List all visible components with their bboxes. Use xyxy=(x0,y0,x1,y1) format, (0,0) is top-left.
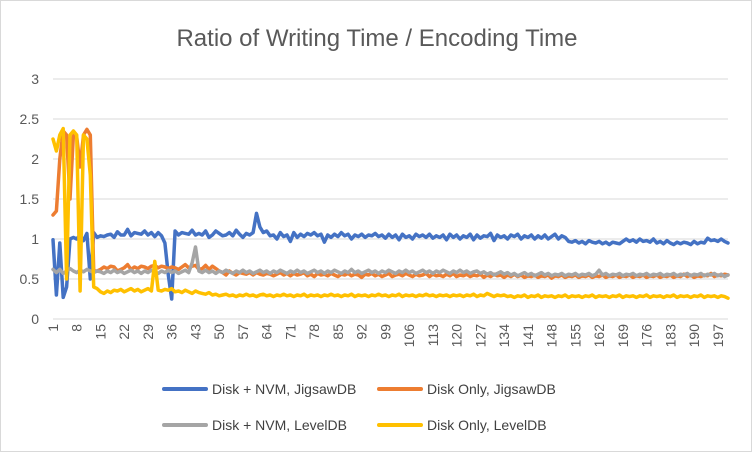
series-line-3 xyxy=(51,126,730,300)
legend-label: Disk Only, LevelDB xyxy=(427,417,547,433)
y-tick-label: 1 xyxy=(31,231,39,247)
x-tick-label: 8 xyxy=(69,324,85,332)
gridlines xyxy=(53,78,728,320)
x-tick-label: 43 xyxy=(187,324,203,340)
x-tick-label: 148 xyxy=(544,324,560,348)
x-tick-label: 183 xyxy=(662,324,678,348)
y-tick-label: 2.5 xyxy=(20,111,40,127)
x-tick-label: 120 xyxy=(449,324,465,348)
legend: Disk + NVM, JigsawDB Disk Only, JigsawDB D… xyxy=(162,381,556,433)
x-tick-label: 15 xyxy=(92,324,108,340)
x-tick-label: 134 xyxy=(496,324,512,348)
x-tick-label: 50 xyxy=(211,324,227,340)
x-tick-label: 22 xyxy=(116,324,132,340)
y-tick-label: 3 xyxy=(31,71,39,87)
x-tick-label: 127 xyxy=(472,324,488,348)
x-tick-label: 29 xyxy=(140,324,156,340)
x-tick-label: 155 xyxy=(567,324,583,348)
x-axis-ticks: 1 8 15 22 29 36 43 50 57 64 71 78 85 92 99 106 113 120 127… xyxy=(45,324,726,348)
y-tick-label: 1.5 xyxy=(20,191,40,207)
x-tick-label: 71 xyxy=(282,324,298,340)
x-tick-label: 106 xyxy=(401,324,417,348)
series-line-2 xyxy=(51,245,730,279)
legend-label: Disk + NVM, LevelDB xyxy=(212,417,347,433)
x-tick-label: 78 xyxy=(306,324,322,340)
x-tick-label: 162 xyxy=(591,324,607,348)
chart-title: Ratio of Writing Time / Encoding Time xyxy=(176,25,577,52)
series-line-1 xyxy=(51,127,730,280)
x-tick-label: 169 xyxy=(615,324,631,348)
y-tick-label: 0 xyxy=(31,311,39,327)
x-tick-label: 57 xyxy=(235,324,251,340)
x-tick-label: 64 xyxy=(259,324,275,340)
x-tick-label: 197 xyxy=(710,324,726,348)
x-tick-label: 92 xyxy=(354,324,370,340)
x-tick-label: 85 xyxy=(330,324,346,340)
series-line-0 xyxy=(51,211,730,301)
x-tick-label: 99 xyxy=(377,324,393,340)
series-lines xyxy=(51,126,730,301)
y-tick-label: 0.5 xyxy=(20,271,40,287)
x-tick-label: 1 xyxy=(45,324,61,332)
x-tick-label: 141 xyxy=(520,324,536,348)
x-tick-label: 176 xyxy=(639,324,655,348)
legend-label: Disk Only, JigsawDB xyxy=(427,381,556,397)
y-tick-label: 2 xyxy=(31,151,39,167)
x-tick-label: 190 xyxy=(686,324,702,348)
x-tick-label: 36 xyxy=(164,324,180,340)
x-tick-label: 113 xyxy=(425,324,441,347)
y-axis-ticks: 0 0.5 1 1.5 2 2.5 3 xyxy=(20,71,40,327)
legend-label: Disk + NVM, JigsawDB xyxy=(212,381,356,397)
